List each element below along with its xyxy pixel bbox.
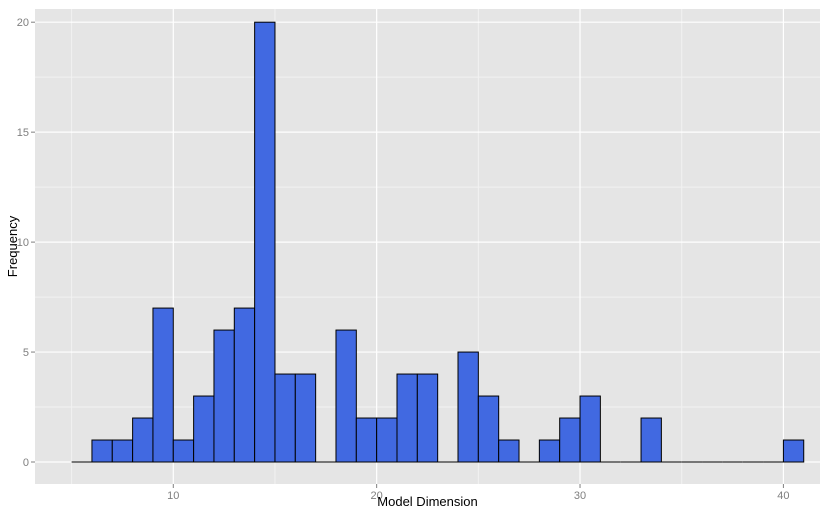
histogram-bar (91, 439, 113, 463)
histogram-bar (477, 395, 500, 463)
histogram-bar (355, 417, 378, 463)
histogram-bar (213, 329, 235, 463)
histogram-bars (71, 21, 805, 463)
histogram-bar (111, 439, 134, 463)
histogram-bar (254, 21, 276, 463)
x-axis-title: Model Dimension (377, 494, 477, 509)
histogram-bar (416, 373, 439, 463)
histogram-bar (233, 307, 256, 463)
x-tick-label: 30 (574, 490, 586, 502)
histogram-bar (152, 307, 174, 463)
x-tick-label: 10 (167, 490, 179, 502)
histogram-bar (172, 439, 195, 463)
histogram-bar (498, 439, 520, 463)
y-tick-label: 20 (17, 17, 29, 29)
histogram-bar (193, 395, 215, 463)
y-tick-label: 0 (23, 457, 29, 469)
histogram-bar (294, 373, 317, 463)
axis-ticks: 10 20 30 40 0 5 10 15 20 (17, 17, 790, 502)
histogram-bar (457, 351, 479, 463)
histogram-bar (538, 439, 561, 463)
x-tick-label: 20 (371, 490, 383, 502)
y-tick-label: 5 (23, 347, 29, 359)
histogram-bar (640, 417, 662, 463)
histogram-bar (274, 373, 296, 463)
y-tick-label: 10 (17, 237, 29, 249)
x-tick-label: 40 (777, 490, 789, 502)
histogram-bar (559, 417, 581, 463)
histogram-bar (396, 373, 418, 463)
histogram-bar (335, 329, 357, 463)
histogram-bar (782, 439, 805, 463)
histogram-bar (376, 417, 398, 463)
histogram-bar (132, 417, 154, 463)
histogram-bar (579, 395, 601, 463)
y-tick-label: 15 (17, 127, 29, 139)
y-axis-title: Frequency (5, 215, 20, 277)
